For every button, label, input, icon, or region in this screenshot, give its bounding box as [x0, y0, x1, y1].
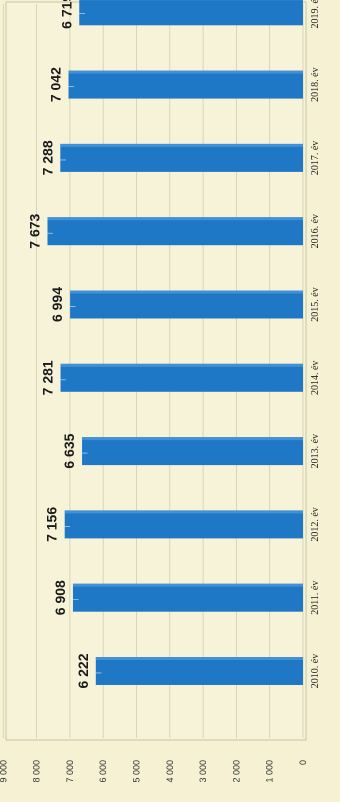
category-label: 2012. év	[310, 507, 321, 541]
bar	[95, 657, 303, 685]
category-label: 2015. év	[310, 287, 321, 321]
bar	[64, 510, 303, 539]
bar-inner-mark: |	[46, 232, 53, 234]
bar	[47, 217, 303, 246]
bar-highlight	[68, 70, 303, 74]
bar	[68, 70, 303, 99]
bar	[72, 583, 304, 612]
value-tick-label: 3 000	[198, 760, 208, 783]
category-label: 2016. év	[310, 214, 321, 248]
bar-inner-mark: |	[72, 599, 79, 601]
category-label: 2013. év	[310, 434, 321, 468]
value-tick-label: 1 000	[265, 760, 275, 783]
bar-inner-mark: |	[69, 305, 76, 307]
data-label: 7 281	[40, 360, 56, 395]
bar-inner-mark: |	[64, 525, 71, 527]
bars-group: | | | | | | | | | |	[46, 0, 304, 685]
data-label: 7 288	[39, 140, 55, 175]
data-label: 6 719	[58, 0, 74, 29]
data-label: 6 908	[52, 580, 68, 615]
category-labels-group: 2010. év 2011. év 2012. év 2013. év 2014. év…	[310, 0, 321, 688]
bar	[60, 363, 304, 392]
category-label: 2011. év	[310, 581, 321, 615]
data-label: 7 156	[44, 507, 60, 542]
bar-highlight	[64, 510, 303, 514]
bar-highlight	[70, 290, 304, 294]
bar	[70, 290, 304, 319]
value-tick-label: 4 000	[165, 760, 175, 783]
category-label: 2019. év	[310, 0, 321, 29]
bar-inner-mark: |	[60, 379, 67, 381]
bar	[79, 0, 304, 26]
bar-highlight	[95, 657, 303, 660]
bar-highlight	[82, 437, 303, 441]
bar-highlight	[60, 363, 304, 367]
bar-inner-mark: |	[81, 452, 88, 454]
data-label: 7 673	[26, 213, 42, 248]
bar	[60, 143, 303, 172]
category-label: 2017. év	[310, 141, 321, 175]
value-tick-label: 2 000	[231, 760, 241, 783]
data-label: 6 635	[61, 433, 77, 468]
value-tick-label: 6 000	[98, 760, 108, 783]
category-label: 2014. év	[310, 361, 321, 395]
bar-highlight	[47, 217, 303, 221]
bar-inner-mark: |	[95, 672, 102, 674]
data-labels-group: 6 222 6 908 7 156 6 635 7 281 6 994 7 673 7 288…	[26, 0, 90, 689]
data-label: 6 994	[49, 287, 65, 322]
bar-inner-mark: |	[59, 159, 66, 161]
data-label: 6 222	[75, 653, 91, 688]
bar	[82, 437, 303, 466]
value-tick-label: 9 000	[0, 760, 8, 783]
value-tick-label: 5 000	[132, 760, 142, 783]
category-label: 2010. év	[310, 654, 321, 688]
value-axis-tick-labels: 0 1 000 2 000 3 000 4 000 5 000 6 000 7 000 8 00…	[0, 760, 308, 783]
bar-inner-mark: |	[78, 12, 85, 14]
category-label: 2018. év	[310, 67, 321, 101]
bar-highlight	[72, 583, 304, 587]
data-label: 7 042	[48, 67, 64, 102]
value-tick-label: 8 000	[32, 760, 42, 783]
value-tick-label: 0	[298, 760, 308, 765]
bar-highlight	[60, 143, 303, 147]
bar-inner-mark: |	[68, 86, 75, 88]
value-tick-label: 7 000	[65, 760, 75, 783]
